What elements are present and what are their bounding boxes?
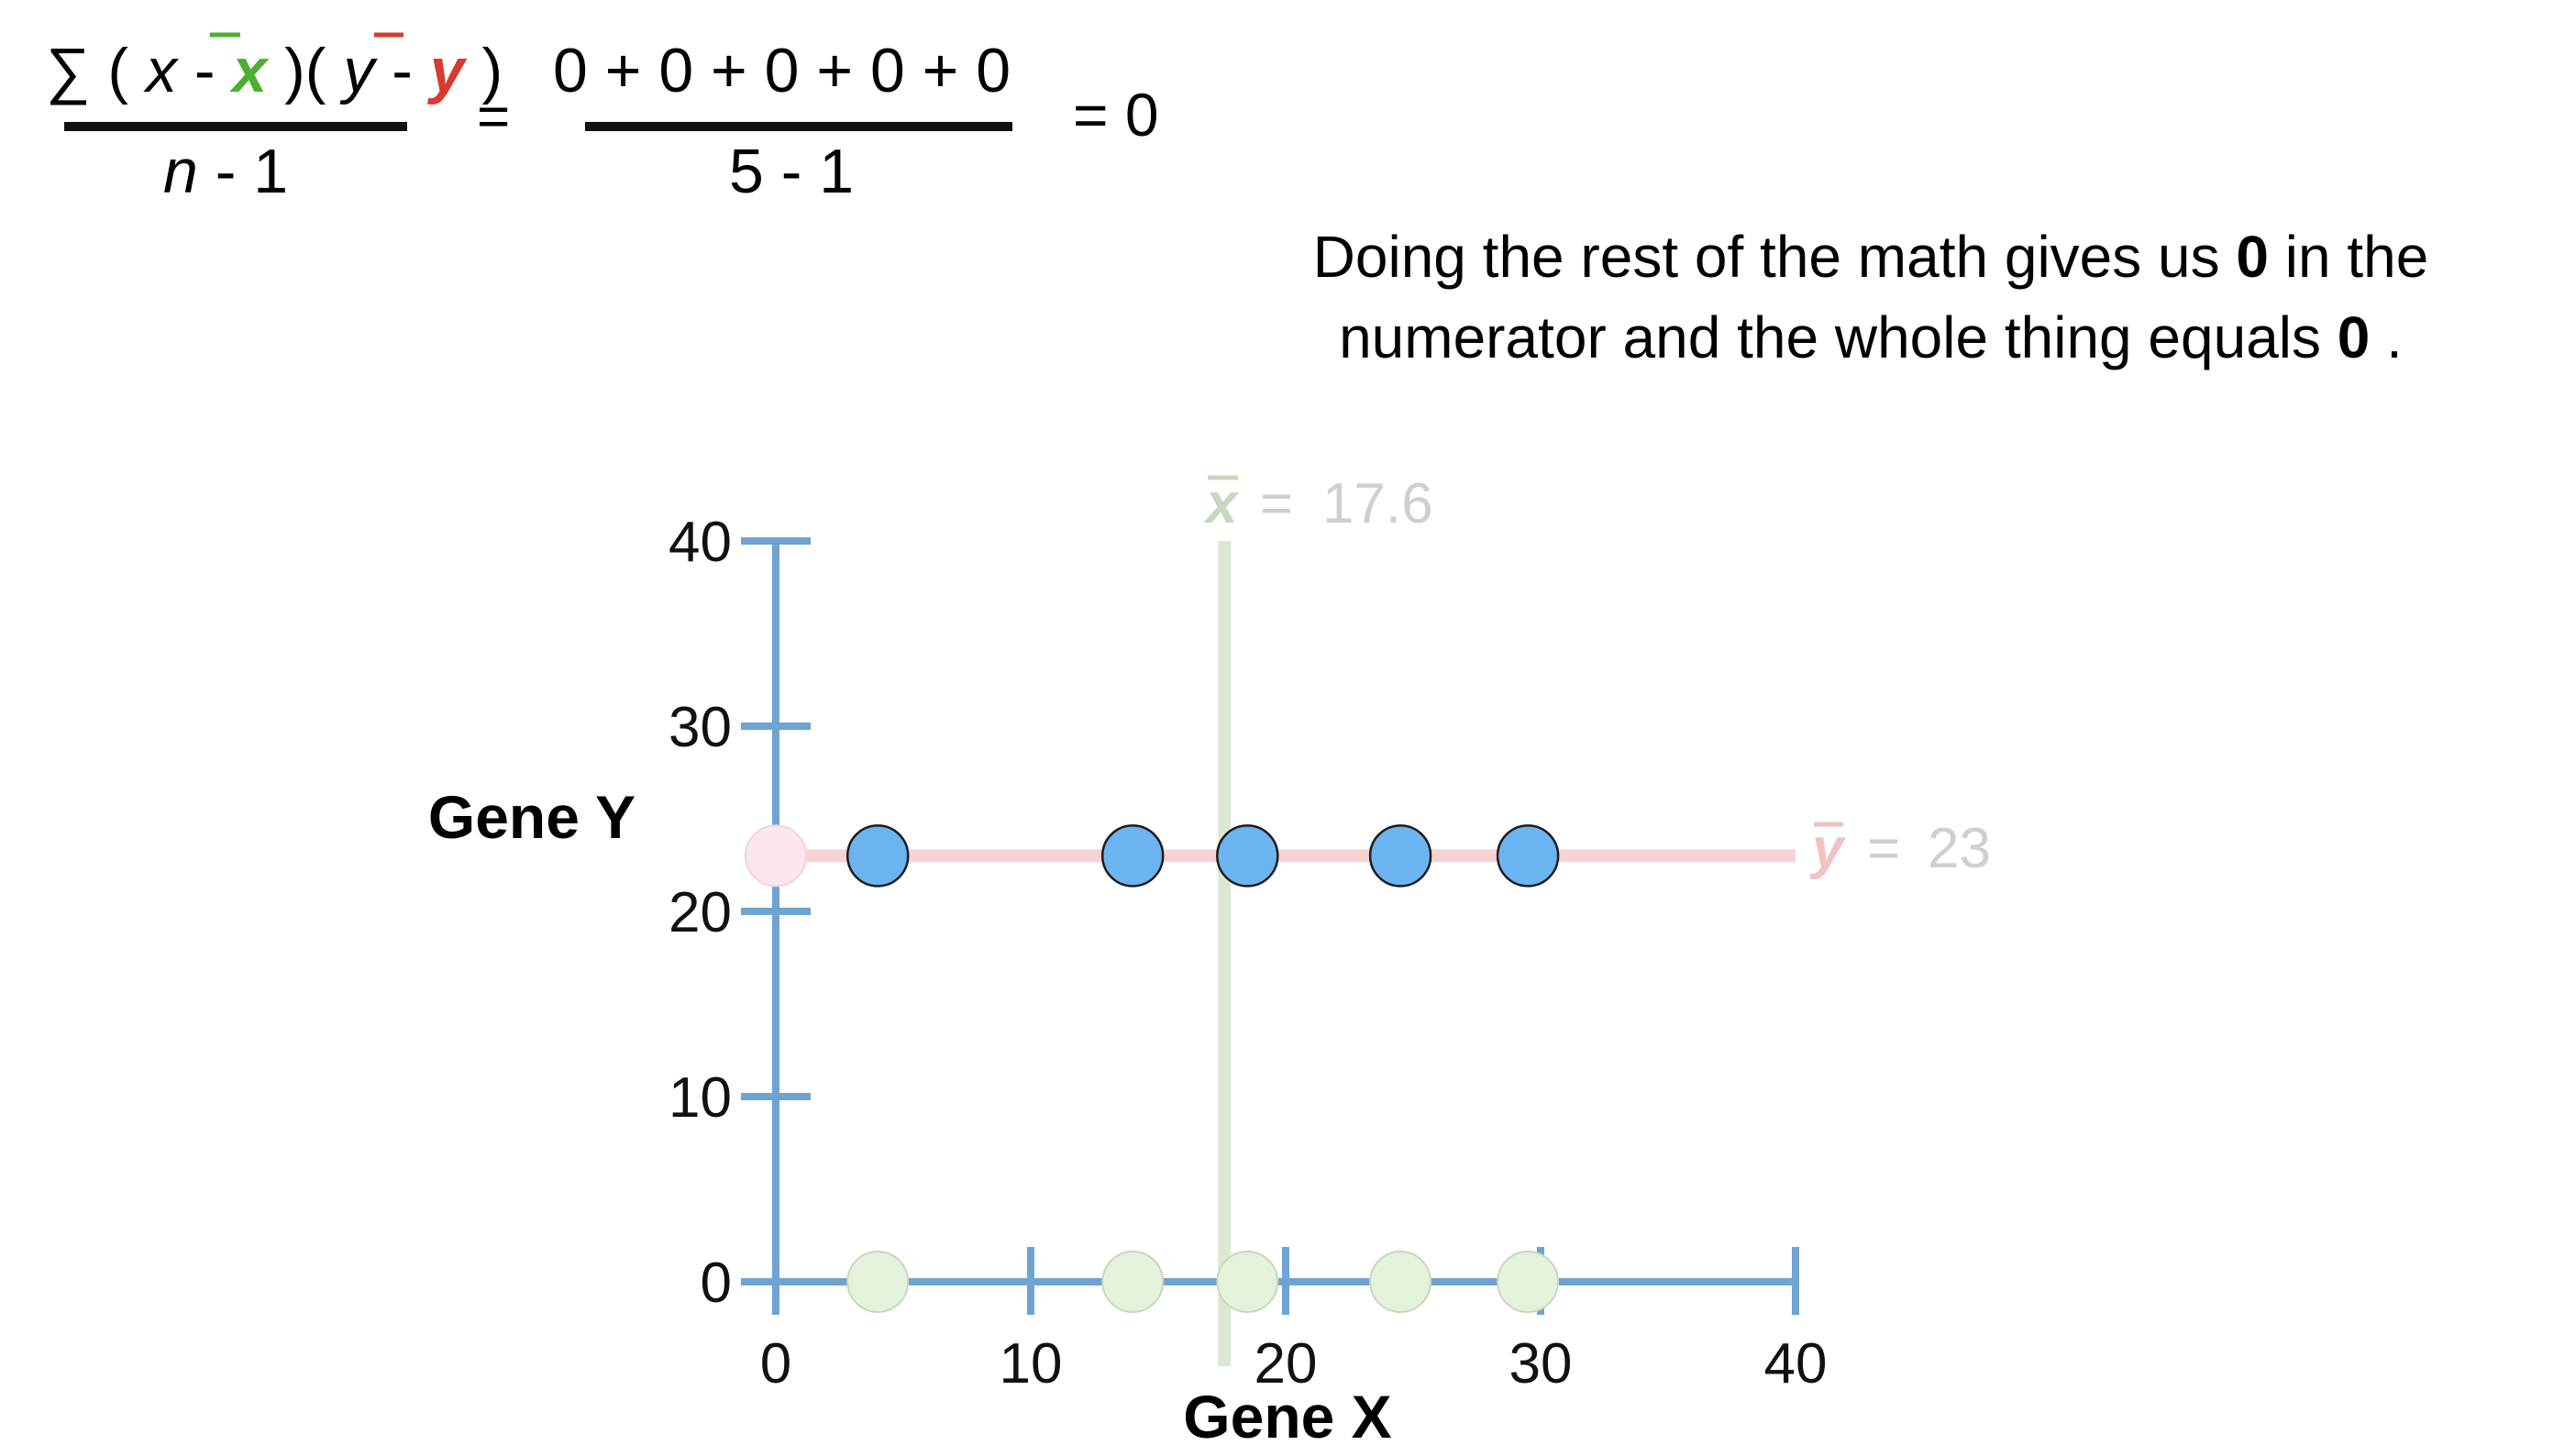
projected-point: [1497, 1251, 1560, 1313]
numerator-open-paren: (: [107, 36, 128, 105]
scatter-chart: 0 10 20 30 40 0 10 20 30 40 Gene X Gene Y x = 17.…: [428, 472, 1991, 1450]
axes: 0 10 20 30 40 0 10 20 30 40: [669, 511, 1827, 1395]
left-denominator: n - 1: [163, 137, 288, 206]
y-axis-label: Gene Y: [428, 783, 635, 851]
numerator-minus-2: -: [392, 36, 430, 105]
y-tick-label: 30: [669, 696, 732, 759]
right-denominator: 5 - 1: [729, 137, 854, 206]
numerator-close-open: )(: [284, 36, 326, 105]
numerator-xbar: x: [229, 36, 270, 105]
formula: ∑ ( x - x )( y - y ) n - 1 = 0 + 0 + 0 +…: [46, 32, 1159, 206]
formula-result: = 0: [1073, 81, 1159, 149]
explanation-line-2: numerator and the whole thing equals 0 .: [1339, 304, 2403, 370]
x-tick-label: 30: [1509, 1332, 1573, 1395]
xbar-label: x = 17.6: [1203, 472, 1433, 535]
data-points: [745, 824, 1560, 888]
data-point: [745, 824, 807, 888]
projected-point: [846, 1251, 910, 1313]
data-point: [1496, 824, 1560, 888]
denominator-rest: - 1: [216, 137, 288, 206]
explanation-line-1-prefix: Doing the rest of the math gives us: [1313, 224, 2237, 290]
explanation-line-2-bold: 0: [2337, 304, 2371, 370]
equals-sign: =: [477, 85, 510, 149]
right-numerator: 0 + 0 + 0 + 0 + 0: [553, 36, 1011, 105]
ybar-label-symbol: y: [1809, 817, 1847, 880]
explanation-line-1: Doing the rest of the math gives us 0 in…: [1313, 224, 2429, 290]
numerator-x: x: [143, 36, 179, 105]
xbar-label-equals: =: [1260, 472, 1293, 535]
y-tick-label: 0: [701, 1252, 732, 1315]
numerator-close-paren: ): [482, 36, 503, 105]
y-tick-label: 40: [669, 511, 732, 574]
projected-point: [1369, 1251, 1432, 1313]
numerator-minus-1: -: [194, 36, 233, 105]
x-tick-label: 20: [1254, 1332, 1318, 1395]
x-tick-label: 10: [1000, 1332, 1063, 1395]
xbar-label-symbol: x: [1203, 472, 1240, 535]
explanation: Doing the rest of the math gives us 0 in…: [1313, 224, 2429, 370]
explanation-line-2-suffix: .: [2386, 304, 2403, 370]
data-point: [1100, 824, 1165, 888]
explanation-line-1-suffix: in the: [2285, 224, 2429, 290]
y-tick-label: 20: [669, 881, 732, 944]
y-tick-label: 10: [669, 1066, 732, 1130]
projected-point: [1216, 1251, 1279, 1313]
mean-lines: [776, 541, 1796, 1366]
explanation-line-1-bold: 0: [2236, 224, 2269, 290]
ybar-label: y = 23: [1809, 817, 1991, 880]
left-numerator: ∑ ( x - x )( y - y ): [46, 36, 503, 105]
x-tick-label: 0: [760, 1332, 791, 1395]
data-point: [1216, 824, 1279, 888]
right-fraction: 0 + 0 + 0 + 0 + 0 5 - 1: [553, 36, 1012, 206]
ybar-label-equals: =: [1867, 817, 1900, 880]
projected-point: [1101, 1251, 1165, 1313]
left-fraction: ∑ ( x - x )( y - y ) n - 1: [46, 32, 503, 206]
explanation-line-2-prefix: numerator and the whole thing equals: [1339, 304, 2337, 370]
projected-points: [846, 1251, 1560, 1313]
xbar-label-value: 17.6: [1322, 472, 1433, 535]
data-point: [845, 824, 910, 888]
denominator-n: n: [163, 137, 198, 206]
sigma-symbol: ∑: [46, 36, 90, 105]
x-axis-label: Gene X: [1183, 1383, 1391, 1450]
data-point: [1368, 824, 1432, 888]
numerator-y: y: [339, 36, 378, 105]
ybar-label-value: 23: [1928, 817, 1991, 880]
x-tick-label: 40: [1764, 1332, 1828, 1395]
numerator-ybar: y: [427, 36, 468, 105]
